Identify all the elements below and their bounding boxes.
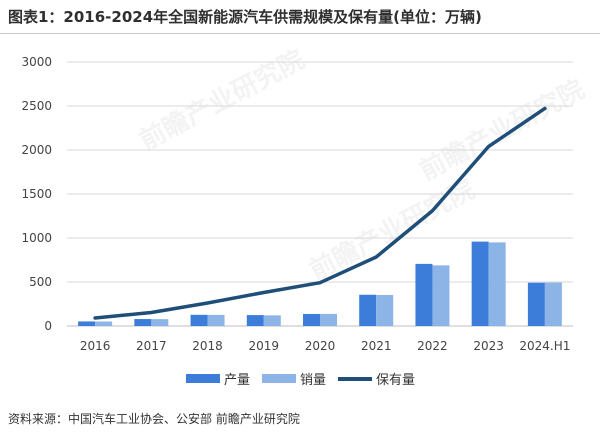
legend-item-sales[interactable]: 销量: [262, 369, 326, 388]
legend-swatch-sales: [262, 374, 296, 383]
bar-sales-2021[interactable]: [376, 295, 394, 326]
bar-sales-2016[interactable]: [95, 321, 113, 326]
bar-sales-2017[interactable]: [151, 319, 169, 326]
stock-point-2022[interactable]: [430, 209, 434, 213]
bar-production-2020[interactable]: [303, 313, 320, 326]
bar-production-2017[interactable]: [134, 319, 152, 326]
bar-production-2023[interactable]: [471, 241, 489, 326]
bar-sales-2022[interactable]: [432, 265, 450, 326]
y-tick-label: 0: [44, 319, 52, 333]
bar-production-2019[interactable]: [246, 315, 264, 326]
stock-point-2021[interactable]: [374, 255, 378, 259]
bar-production-2024.H1[interactable]: [527, 282, 545, 326]
x-tick-labels: 2016 2017 2018 2019 2020 2021 2022 2023 2024.H1: [80, 339, 571, 353]
chart-title: 图表1：2016-2024年全国新能源汽车供需规模及保有量(单位：万辆): [8, 8, 482, 26]
x-tick-label: 2019: [249, 339, 280, 353]
x-tick-label: 2024.H1: [519, 339, 570, 353]
x-tick-label: 2021: [361, 339, 392, 353]
x-tick-label: 2016: [80, 339, 111, 353]
y-tick-label: 500: [29, 275, 52, 289]
stock-point-2018[interactable]: [206, 301, 210, 305]
y-tick-labels: 3000 2500 2000 1500 1000 500 0: [21, 55, 52, 333]
bar-sales-2020[interactable]: [320, 313, 337, 326]
bar-series: [78, 241, 562, 326]
stock-point-2023[interactable]: [487, 144, 491, 148]
bar-production-2016[interactable]: [78, 321, 96, 326]
title-divider: [0, 33, 600, 34]
legend-item-production[interactable]: 产量: [186, 369, 250, 388]
legend-label-stock: 保有量: [376, 373, 416, 388]
x-tick-label: 2022: [417, 339, 448, 353]
bar-sales-2024.H1[interactable]: [544, 282, 562, 326]
bar-production-2022[interactable]: [415, 263, 433, 326]
bar-sales-2023[interactable]: [488, 242, 506, 326]
x-tick-label: 2017: [136, 339, 167, 353]
legend-item-stock[interactable]: 保有量: [338, 369, 415, 388]
legend-label-sales: 销量: [300, 373, 327, 388]
y-tick-label: 1500: [21, 187, 52, 201]
legend: 产量 销量 保有量: [0, 369, 600, 388]
bar-production-2018[interactable]: [190, 314, 208, 326]
legend-swatch-production: [186, 374, 220, 383]
legend-label-production: 产量: [224, 373, 251, 388]
bar-production-2021[interactable]: [359, 294, 377, 326]
bar-sales-2018[interactable]: [207, 314, 225, 326]
stock-point-2017[interactable]: [149, 311, 153, 315]
y-tick-label: 2500: [21, 99, 52, 113]
y-tick-label: 3000: [21, 55, 52, 69]
source-note: 资料来源：中国汽车工业协会、公安部 前瞻产业研究院: [8, 412, 300, 426]
legend-swatch-stock: [338, 376, 372, 381]
y-tick-label: 2000: [21, 143, 52, 157]
y-tick-label: 1000: [21, 231, 52, 245]
x-tick-label: 2023: [473, 339, 504, 353]
stock-point-2019[interactable]: [262, 290, 266, 294]
stock-point-2020[interactable]: [318, 281, 322, 285]
stock-point-2016[interactable]: [93, 316, 97, 320]
stock-line-series: [93, 106, 547, 320]
x-tick-label: 2020: [305, 339, 336, 353]
bar-sales-2019[interactable]: [263, 315, 281, 326]
x-tick-label: 2018: [192, 339, 223, 353]
stock-point-2024.H1[interactable]: [543, 106, 547, 110]
